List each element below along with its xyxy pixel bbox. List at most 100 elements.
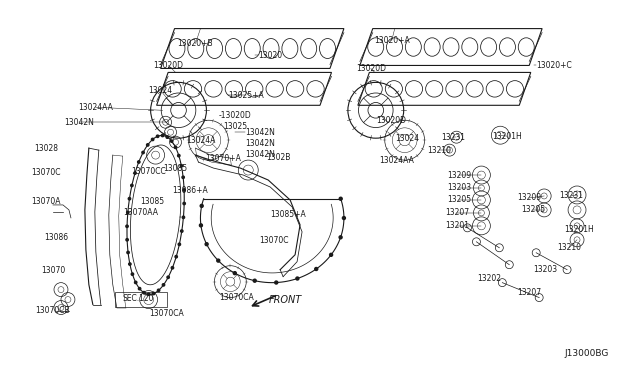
Circle shape: [163, 284, 164, 286]
Circle shape: [182, 176, 184, 179]
Circle shape: [131, 184, 133, 187]
Text: 1302B: 1302B: [266, 153, 291, 161]
Text: 13020+C: 13020+C: [536, 61, 572, 70]
Text: 13207: 13207: [517, 288, 541, 297]
Circle shape: [180, 164, 182, 167]
Text: 13020D: 13020D: [376, 116, 406, 125]
Circle shape: [138, 288, 141, 290]
Text: 13085+A: 13085+A: [270, 211, 306, 219]
Text: 13201H: 13201H: [564, 225, 594, 234]
Text: 13210: 13210: [428, 145, 452, 155]
Text: 13205: 13205: [521, 205, 545, 214]
Circle shape: [205, 243, 208, 246]
Circle shape: [147, 144, 149, 146]
Circle shape: [138, 161, 140, 163]
Text: 13020+B: 13020+B: [178, 39, 213, 48]
Circle shape: [339, 197, 342, 200]
Circle shape: [178, 154, 180, 157]
Text: 13070CB: 13070CB: [36, 306, 70, 315]
Text: 13024A: 13024A: [186, 136, 215, 145]
Text: 13020+A: 13020+A: [374, 36, 410, 45]
Circle shape: [183, 202, 186, 205]
Circle shape: [152, 138, 154, 141]
Text: 13024AA: 13024AA: [380, 155, 414, 164]
Text: 13231: 13231: [559, 192, 583, 201]
Text: 13028: 13028: [34, 144, 58, 153]
Circle shape: [234, 272, 236, 275]
Text: FRONT: FRONT: [269, 295, 301, 305]
Circle shape: [156, 135, 159, 138]
Text: 13086: 13086: [44, 233, 68, 242]
Circle shape: [178, 243, 180, 246]
Circle shape: [296, 277, 299, 280]
Text: 13201: 13201: [445, 221, 470, 230]
Circle shape: [170, 140, 173, 142]
Text: 13070+A: 13070+A: [205, 154, 241, 163]
Circle shape: [134, 281, 137, 283]
Text: 13042N: 13042N: [245, 128, 275, 137]
Circle shape: [275, 281, 278, 284]
Text: 13085: 13085: [163, 164, 188, 173]
Text: -13020D: -13020D: [218, 111, 251, 120]
Circle shape: [172, 267, 173, 269]
Circle shape: [143, 292, 145, 294]
Text: 13070AA: 13070AA: [123, 208, 158, 217]
Circle shape: [182, 216, 184, 218]
Text: 13207: 13207: [445, 208, 470, 217]
Circle shape: [161, 134, 164, 137]
Text: J13000BG: J13000BG: [564, 349, 609, 358]
Circle shape: [129, 263, 131, 265]
Circle shape: [126, 225, 128, 228]
Circle shape: [200, 224, 202, 227]
Circle shape: [217, 259, 220, 262]
Circle shape: [339, 236, 342, 239]
Circle shape: [175, 256, 177, 258]
Circle shape: [342, 217, 346, 219]
Text: 13203: 13203: [447, 183, 472, 192]
Text: 13020D: 13020D: [356, 64, 386, 73]
Text: 13209: 13209: [447, 170, 472, 180]
Text: 13020D: 13020D: [154, 61, 184, 70]
Circle shape: [127, 251, 129, 254]
Text: 13070CA: 13070CA: [149, 309, 184, 318]
Text: 13042N: 13042N: [245, 150, 275, 158]
Text: 13203: 13203: [533, 265, 557, 274]
Text: 13209: 13209: [517, 193, 541, 202]
Text: 13205: 13205: [447, 195, 472, 205]
Text: 13070CA: 13070CA: [219, 293, 253, 302]
Circle shape: [131, 273, 134, 275]
Circle shape: [147, 293, 150, 295]
Circle shape: [174, 146, 177, 148]
Circle shape: [142, 151, 144, 154]
Text: 13025: 13025: [223, 122, 248, 131]
Circle shape: [330, 253, 333, 256]
Circle shape: [315, 267, 317, 270]
Text: 13070C: 13070C: [31, 167, 61, 177]
Text: 13025+A: 13025+A: [228, 91, 264, 100]
Text: 13042N: 13042N: [64, 118, 94, 127]
Text: SEC.120: SEC.120: [123, 294, 154, 303]
Circle shape: [166, 136, 168, 138]
Circle shape: [180, 230, 183, 232]
Text: 13070: 13070: [41, 266, 65, 275]
Circle shape: [253, 279, 256, 282]
Text: 13024: 13024: [148, 86, 173, 95]
Text: 13024AA: 13024AA: [79, 103, 113, 112]
Circle shape: [152, 292, 155, 295]
Circle shape: [200, 204, 203, 207]
Text: 13231: 13231: [442, 133, 465, 142]
Circle shape: [127, 211, 129, 214]
Circle shape: [167, 276, 170, 279]
Circle shape: [126, 238, 129, 241]
Text: 13086+A: 13086+A: [173, 186, 209, 195]
Text: 13085: 13085: [141, 198, 164, 206]
Circle shape: [183, 189, 186, 191]
Text: 13020: 13020: [258, 51, 282, 60]
Text: 13024: 13024: [396, 134, 420, 143]
Text: 13070C: 13070C: [259, 236, 289, 245]
Text: 13201H: 13201H: [492, 132, 522, 141]
Text: 13210: 13210: [557, 243, 581, 252]
Text: 13070A: 13070A: [31, 198, 61, 206]
Circle shape: [128, 198, 131, 200]
Circle shape: [134, 172, 136, 174]
